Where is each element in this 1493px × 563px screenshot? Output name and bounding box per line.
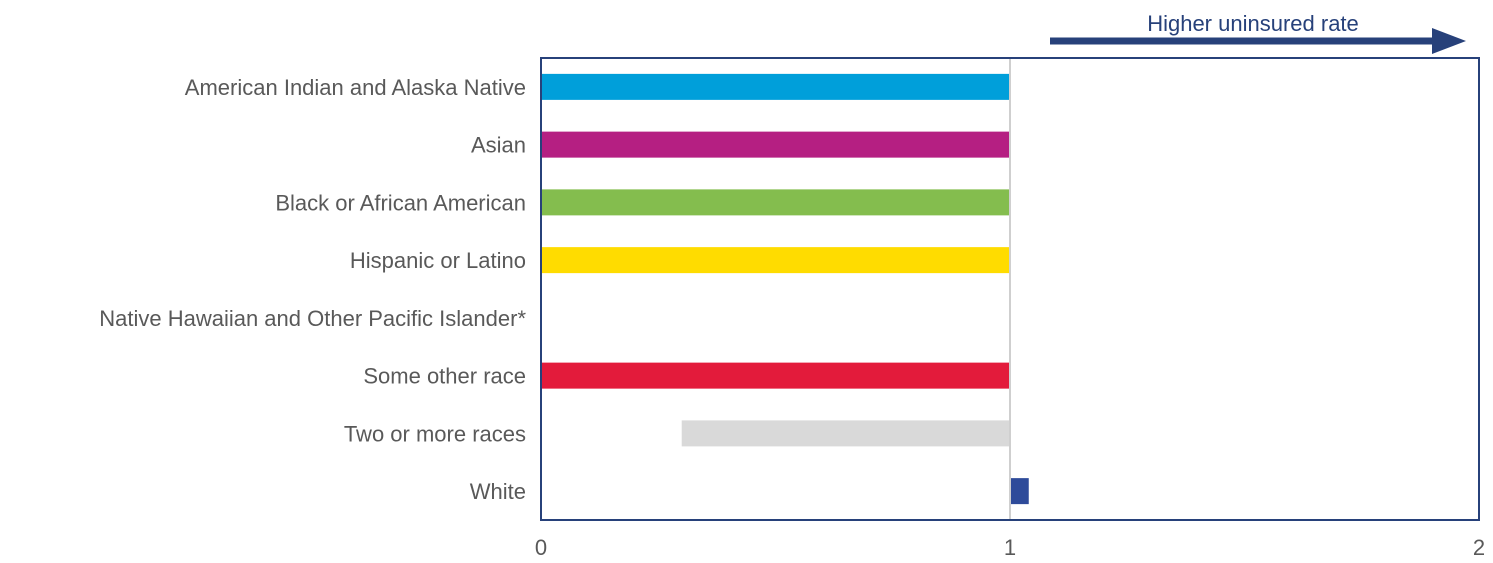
bar-3: [541, 247, 1010, 274]
category-label: Two or more races: [344, 421, 526, 446]
bar-5: [541, 362, 1010, 389]
category-label: White: [470, 479, 526, 504]
arrow-right-icon: [1432, 28, 1466, 54]
bar-7: [1010, 478, 1029, 505]
plot-frame: [540, 57, 1480, 521]
bars-layer: [541, 73, 1029, 505]
annotation-label: Higher uninsured rate: [1147, 11, 1359, 36]
higher-uninsured-annotation: Higher uninsured rate: [1050, 11, 1466, 54]
bar-6: [681, 420, 1010, 447]
bar-2: [541, 189, 1010, 216]
category-label: Some other race: [363, 364, 526, 389]
x-tick-label: 2: [1473, 535, 1485, 560]
category-label: American Indian and Alaska Native: [185, 75, 526, 100]
category-label: Black or African American: [275, 190, 526, 215]
x-axis-ticks: 0 1 2: [535, 535, 1485, 560]
category-labels: American Indian and Alaska Native Asian Bl…: [99, 75, 526, 504]
x-tick-label: 0: [535, 535, 547, 560]
x-tick-label: 1: [1004, 535, 1016, 560]
bar-0: [541, 73, 1010, 100]
category-label: Native Hawaiian and Other Pacific Island…: [99, 306, 526, 331]
bar-1: [541, 131, 1010, 158]
category-label: Asian: [471, 133, 526, 158]
category-label: Hispanic or Latino: [350, 248, 526, 273]
